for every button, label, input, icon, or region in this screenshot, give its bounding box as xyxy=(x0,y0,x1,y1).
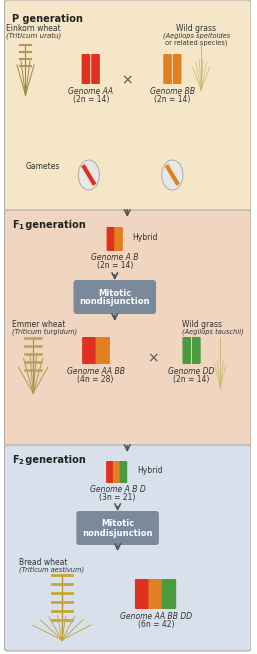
FancyBboxPatch shape xyxy=(114,227,123,251)
Text: Genome AA: Genome AA xyxy=(68,87,113,96)
Text: Mitotic: Mitotic xyxy=(98,288,131,298)
Text: Genome DD: Genome DD xyxy=(168,367,215,376)
FancyBboxPatch shape xyxy=(192,337,201,364)
Text: (Triticum aestivum): (Triticum aestivum) xyxy=(19,566,84,573)
Text: (4n = 28): (4n = 28) xyxy=(77,375,114,384)
Text: generation: generation xyxy=(22,455,85,465)
Text: 2: 2 xyxy=(18,459,23,465)
Text: Genome A B D: Genome A B D xyxy=(90,485,145,494)
Text: F: F xyxy=(12,220,19,230)
Text: ×: × xyxy=(121,73,133,87)
Text: (2n = 14): (2n = 14) xyxy=(97,261,133,270)
FancyBboxPatch shape xyxy=(142,579,149,609)
Text: ×: × xyxy=(147,351,159,365)
Text: Emmer wheat: Emmer wheat xyxy=(12,320,66,329)
Text: Genome AA BB DD: Genome AA BB DD xyxy=(120,612,192,621)
Text: nondisjunction: nondisjunction xyxy=(82,528,153,538)
Text: generation: generation xyxy=(22,220,85,230)
FancyBboxPatch shape xyxy=(82,54,90,84)
Text: 1: 1 xyxy=(18,224,23,230)
Text: (Aegilops speltoides: (Aegilops speltoides xyxy=(163,32,230,39)
Text: Hybrid: Hybrid xyxy=(137,466,162,475)
FancyBboxPatch shape xyxy=(173,54,181,84)
FancyBboxPatch shape xyxy=(4,445,251,651)
Text: (Aegilops tauschii): (Aegilops tauschii) xyxy=(182,328,244,335)
Text: (2n = 14): (2n = 14) xyxy=(173,375,210,384)
Text: Gametes: Gametes xyxy=(25,162,60,171)
Text: Bread wheat: Bread wheat xyxy=(19,558,67,567)
Text: Hybrid: Hybrid xyxy=(132,233,158,242)
FancyBboxPatch shape xyxy=(74,280,156,314)
FancyBboxPatch shape xyxy=(120,461,127,483)
Text: Mitotic: Mitotic xyxy=(101,519,134,528)
Text: nondisjunction: nondisjunction xyxy=(79,298,150,307)
Text: Einkorn wheat: Einkorn wheat xyxy=(6,24,61,33)
FancyBboxPatch shape xyxy=(102,337,110,364)
FancyBboxPatch shape xyxy=(163,54,172,84)
Text: (Triticum turgidum): (Triticum turgidum) xyxy=(12,328,77,335)
Ellipse shape xyxy=(162,160,183,190)
Text: (2n = 14): (2n = 14) xyxy=(154,95,190,104)
Text: (2n = 14): (2n = 14) xyxy=(72,95,109,104)
Text: (Triticum uratu): (Triticum uratu) xyxy=(6,32,61,39)
Text: Wild grass: Wild grass xyxy=(182,320,222,329)
FancyBboxPatch shape xyxy=(76,511,159,545)
FancyBboxPatch shape xyxy=(89,337,97,364)
FancyBboxPatch shape xyxy=(4,210,251,446)
Text: P generation: P generation xyxy=(12,14,83,24)
FancyBboxPatch shape xyxy=(106,461,114,483)
FancyBboxPatch shape xyxy=(107,227,115,251)
Text: (3n = 21): (3n = 21) xyxy=(99,493,136,502)
FancyBboxPatch shape xyxy=(162,579,169,609)
Text: Genome BB: Genome BB xyxy=(150,87,195,96)
Text: F: F xyxy=(12,455,19,465)
Text: Genome A B: Genome A B xyxy=(91,253,139,262)
FancyBboxPatch shape xyxy=(182,337,191,364)
FancyBboxPatch shape xyxy=(4,0,251,211)
FancyBboxPatch shape xyxy=(82,337,90,364)
Text: or related species): or related species) xyxy=(165,39,228,46)
FancyBboxPatch shape xyxy=(148,579,156,609)
FancyBboxPatch shape xyxy=(135,579,143,609)
Text: (6n = 42): (6n = 42) xyxy=(138,620,174,629)
FancyBboxPatch shape xyxy=(113,461,121,483)
Text: Wild grass: Wild grass xyxy=(176,24,216,33)
Text: Genome AA BB: Genome AA BB xyxy=(67,367,125,376)
FancyBboxPatch shape xyxy=(91,54,100,84)
Ellipse shape xyxy=(78,160,99,190)
FancyBboxPatch shape xyxy=(155,579,163,609)
FancyBboxPatch shape xyxy=(96,337,103,364)
FancyBboxPatch shape xyxy=(169,579,176,609)
